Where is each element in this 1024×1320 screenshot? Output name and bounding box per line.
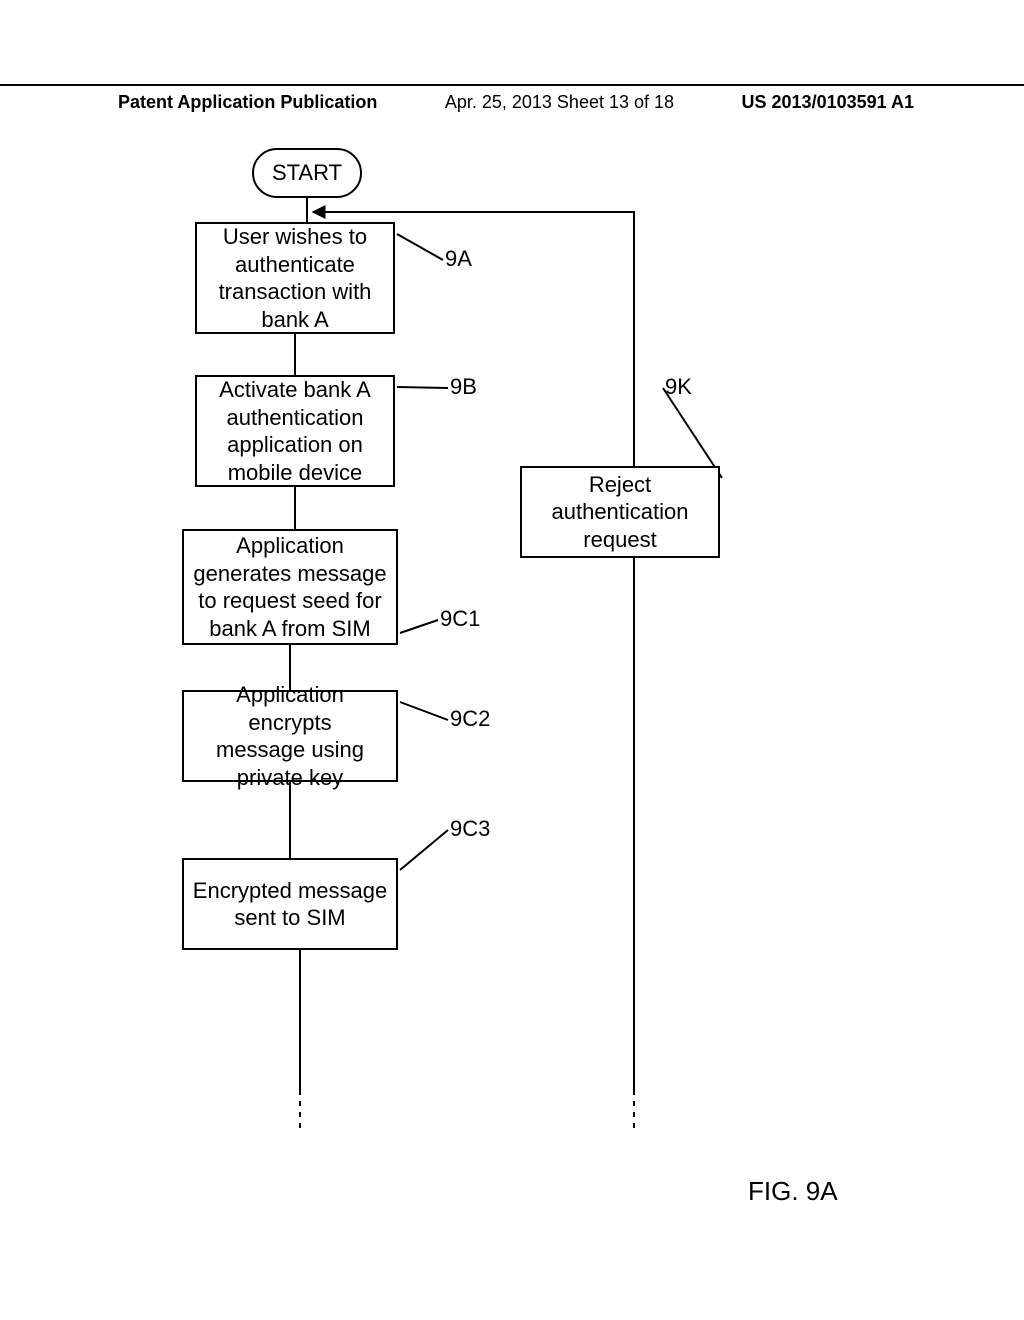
flowchart-node-n9A: User wishes toauthenticatetransaction wi…: [195, 222, 395, 334]
flowchart-label-l9C3: 9C3: [450, 816, 490, 842]
figure-caption: FIG. 9A: [748, 1176, 838, 1207]
flowchart-node-n9B: Activate bank Aauthenticationapplication…: [195, 375, 395, 487]
flowchart-label-l9K: 9K: [665, 374, 692, 400]
flowchart-node-n9C1: Applicationgenerates messageto request s…: [182, 529, 398, 645]
flowchart-label-l9C2: 9C2: [450, 706, 490, 732]
flowchart-label-l9C1: 9C1: [440, 606, 480, 632]
flowchart-diagram: START User wishes toauthenticatetransacti…: [0, 0, 1024, 1320]
flowchart-label-l9A: 9A: [445, 246, 472, 272]
flowchart-node-n9C3: Encrypted messagesent to SIM: [182, 858, 398, 950]
page: Patent Application Publication Apr. 25, …: [0, 0, 1024, 1320]
flowchart-connectors: [0, 0, 1024, 1320]
flowchart-node-start: START: [252, 148, 362, 198]
flowchart-node-n9K: Rejectauthenticationrequest: [520, 466, 720, 558]
flowchart-label-l9B: 9B: [450, 374, 477, 400]
flowchart-node-n9C2: Application encryptsmessage usingprivate…: [182, 690, 398, 782]
